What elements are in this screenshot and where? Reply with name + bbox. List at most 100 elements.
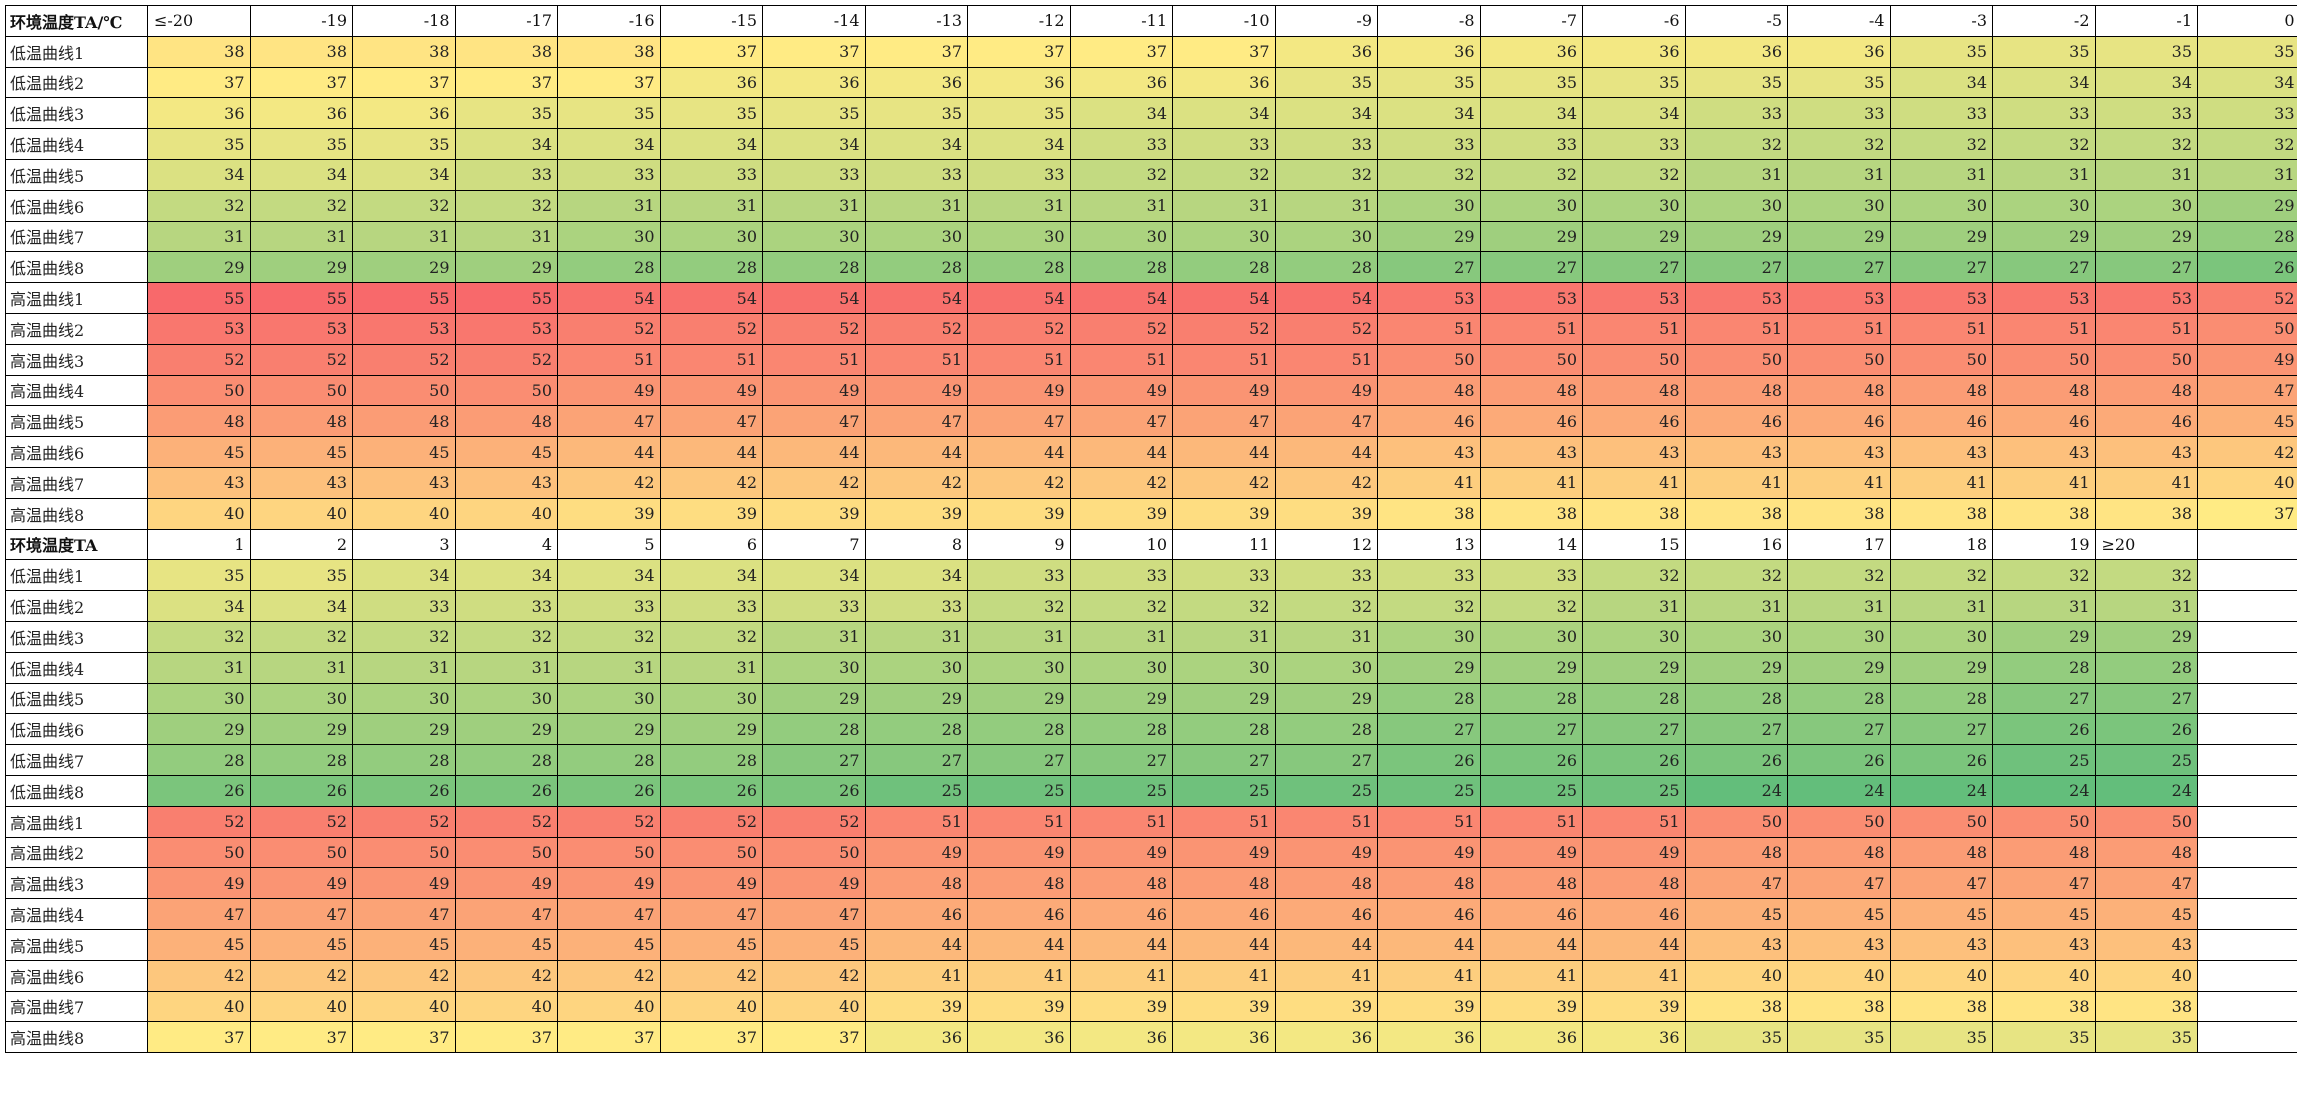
- value-cell: 51: [1172, 343, 1276, 376]
- value-cell: 26: [1377, 744, 1481, 776]
- value-cell: 43: [1479, 436, 1583, 468]
- value-cell: 45: [659, 928, 763, 961]
- value-cell: 34: [762, 128, 866, 160]
- value-cell: 52: [352, 343, 456, 376]
- value-cell: 33: [1274, 559, 1378, 592]
- value-cell: 28: [659, 744, 763, 776]
- value-cell: 38: [1684, 990, 1788, 1023]
- value-cell: 33: [454, 590, 558, 622]
- value-cell: 32: [352, 620, 456, 653]
- value-cell: 31: [1582, 590, 1686, 622]
- value-cell: 49: [147, 867, 251, 900]
- value-cell: 36: [1377, 1021, 1481, 1054]
- value-cell: 34: [1479, 97, 1583, 130]
- value-cell: 52: [147, 343, 251, 376]
- value-cell: 48: [1889, 836, 1993, 869]
- header-cell: 11: [1172, 528, 1276, 561]
- row-label: 高温曲线1: [5, 282, 148, 314]
- value-cell: 47: [1787, 867, 1891, 900]
- value-cell: 33: [864, 158, 968, 191]
- value-cell: 45: [2197, 405, 2297, 438]
- value-cell: 33: [454, 158, 558, 191]
- value-cell: 43: [249, 466, 353, 499]
- value-cell: 38: [2094, 497, 2198, 530]
- row-label: 高温曲线6: [5, 959, 148, 992]
- value-cell: 31: [352, 220, 456, 253]
- value-cell: 37: [557, 66, 661, 99]
- value-cell: 36: [1787, 35, 1891, 68]
- value-cell: 47: [147, 898, 251, 930]
- value-cell: 40: [147, 497, 251, 530]
- value-cell: 28: [864, 713, 968, 746]
- value-cell: 54: [864, 282, 968, 314]
- value-cell: 41: [1787, 466, 1891, 499]
- value-cell: 51: [1479, 805, 1583, 838]
- row-label: 高温曲线2: [5, 312, 148, 345]
- table-row: 高温曲线1 55 55 55 55 54 54 54 54 54 54 54 54 53 53 53 53 53 5…: [5, 282, 2297, 314]
- value-cell: 51: [1377, 312, 1481, 345]
- value-cell: 40: [249, 990, 353, 1023]
- value-cell: 35: [454, 97, 558, 130]
- value-cell: 26: [2094, 713, 2198, 746]
- value-cell: 51: [1889, 312, 1993, 345]
- value-cell: [2197, 590, 2297, 622]
- value-cell: 39: [557, 497, 661, 530]
- value-cell: 29: [1069, 682, 1173, 715]
- value-cell: 32: [352, 189, 456, 222]
- header-cell: -19: [249, 5, 353, 37]
- value-cell: 41: [967, 959, 1071, 992]
- value-cell: 47: [1069, 405, 1173, 438]
- value-cell: 35: [352, 128, 456, 160]
- table-row: 高温曲线7 40 40 40 40 40 40 40 39 39 39 39 39 39 39 39 38 38 3…: [5, 990, 2297, 1023]
- value-cell: 47: [659, 898, 763, 930]
- value-cell: 40: [1889, 959, 1993, 992]
- value-cell: 52: [454, 343, 558, 376]
- row-label: 低温曲线2: [5, 590, 148, 622]
- value-cell: 36: [352, 97, 456, 130]
- value-cell: 49: [967, 836, 1071, 869]
- value-cell: 50: [2094, 805, 2198, 838]
- row-label: 高温曲线8: [5, 497, 148, 530]
- value-cell: 29: [1172, 682, 1276, 715]
- value-cell: 35: [147, 559, 251, 592]
- value-cell: 51: [864, 343, 968, 376]
- row-label: 低温曲线7: [5, 220, 148, 253]
- value-cell: 32: [1787, 128, 1891, 160]
- value-cell: 24: [1889, 774, 1993, 807]
- value-cell: 31: [864, 189, 968, 222]
- value-cell: 26: [557, 774, 661, 807]
- value-cell: 41: [1069, 959, 1173, 992]
- value-cell: 28: [1069, 713, 1173, 746]
- value-cell: 28: [1889, 682, 1993, 715]
- value-cell: 40: [249, 497, 353, 530]
- table-row: 高温曲线2 50 50 50 50 50 50 50 49 49 49 49 49 49 49 49 48 48 4…: [5, 836, 2297, 869]
- temperature-curve-table: 环境温度TA/℃ ≤-20 -19 -18 -17 -16 -15 -14 -13 -12 -11-…: [5, 5, 2297, 1054]
- value-cell: 43: [1377, 436, 1481, 468]
- value-cell: 53: [2094, 282, 2198, 314]
- value-cell: 30: [1479, 620, 1583, 653]
- value-cell: 43: [1684, 436, 1788, 468]
- value-cell: 44: [1582, 928, 1686, 961]
- value-cell: 36: [249, 97, 353, 130]
- row-label: 低温曲线4: [5, 651, 148, 684]
- value-cell: 50: [147, 374, 251, 407]
- value-cell: 51: [1274, 343, 1378, 376]
- row-label: 低温曲线4: [5, 128, 148, 160]
- value-cell: 34: [659, 128, 763, 160]
- value-cell: 46: [1889, 405, 1993, 438]
- value-cell: 29: [1684, 220, 1788, 253]
- header-cell: -7: [1479, 5, 1583, 37]
- value-cell: 38: [1684, 497, 1788, 530]
- value-cell: 26: [249, 774, 353, 807]
- table-row: 低温曲线3 32 32 32 32 32 32 31 31 31 31 31 31 30 30 30 30 30 3…: [5, 620, 2297, 653]
- value-cell: 37: [659, 35, 763, 68]
- value-cell: 45: [1787, 898, 1891, 930]
- value-cell: 40: [762, 990, 866, 1023]
- value-cell: 35: [1274, 66, 1378, 99]
- value-cell: 25: [1582, 774, 1686, 807]
- value-cell: 31: [762, 189, 866, 222]
- value-cell: 30: [1069, 651, 1173, 684]
- value-cell: 30: [1684, 620, 1788, 653]
- value-cell: 44: [1274, 928, 1378, 961]
- value-cell: 28: [352, 744, 456, 776]
